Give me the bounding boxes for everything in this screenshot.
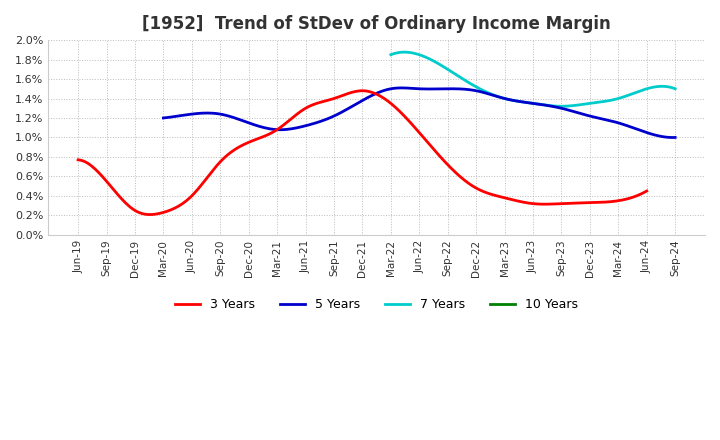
Title: [1952]  Trend of StDev of Ordinary Income Margin: [1952] Trend of StDev of Ordinary Income… xyxy=(143,15,611,33)
Legend: 3 Years, 5 Years, 7 Years, 10 Years: 3 Years, 5 Years, 7 Years, 10 Years xyxy=(170,293,583,316)
